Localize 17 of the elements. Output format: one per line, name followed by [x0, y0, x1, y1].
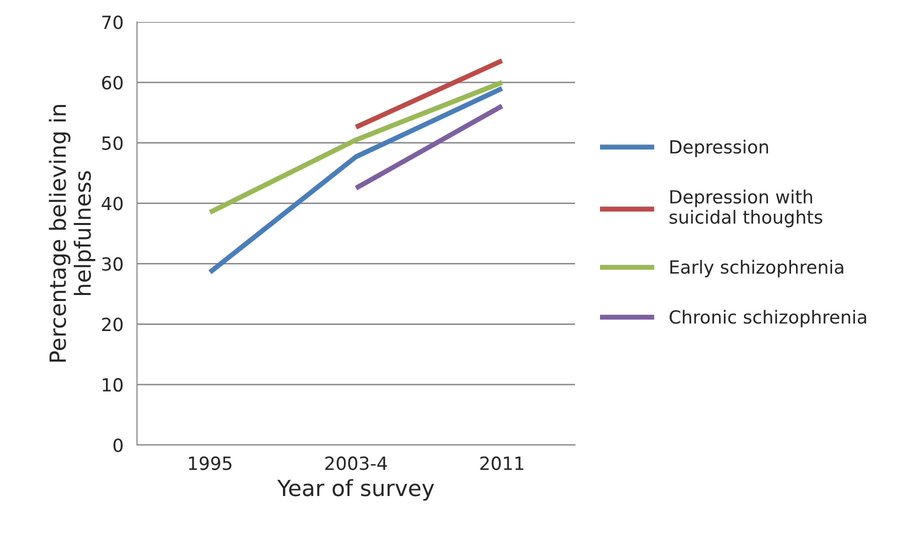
x-axis-title: Year of survey — [277, 479, 434, 501]
legend-label: Depression with suicidal thoughts — [670, 190, 822, 228]
y-axis-title: Percentage believing in helpfulness — [48, 105, 96, 362]
legend-label: Chronic schizophrenia — [670, 310, 866, 328]
y-tick-label: 10 — [102, 378, 123, 392]
y-tick-label: 70 — [102, 15, 123, 30]
x-tick-label: 2003-4 — [325, 456, 387, 470]
x-tick-label: 2011 — [480, 456, 524, 470]
y-tick-label: 60 — [102, 76, 123, 90]
legend-label: Depression — [670, 140, 768, 158]
y-tick-label: 30 — [102, 257, 123, 271]
y-tick-label: 50 — [102, 136, 123, 150]
y-tick-label: 0 — [114, 438, 123, 452]
y-tick-label: 40 — [102, 196, 123, 210]
x-tick-label: 1995 — [189, 456, 232, 470]
y-tick-label: 20 — [102, 318, 123, 332]
legend-label: Early schizophrenia — [670, 260, 844, 278]
